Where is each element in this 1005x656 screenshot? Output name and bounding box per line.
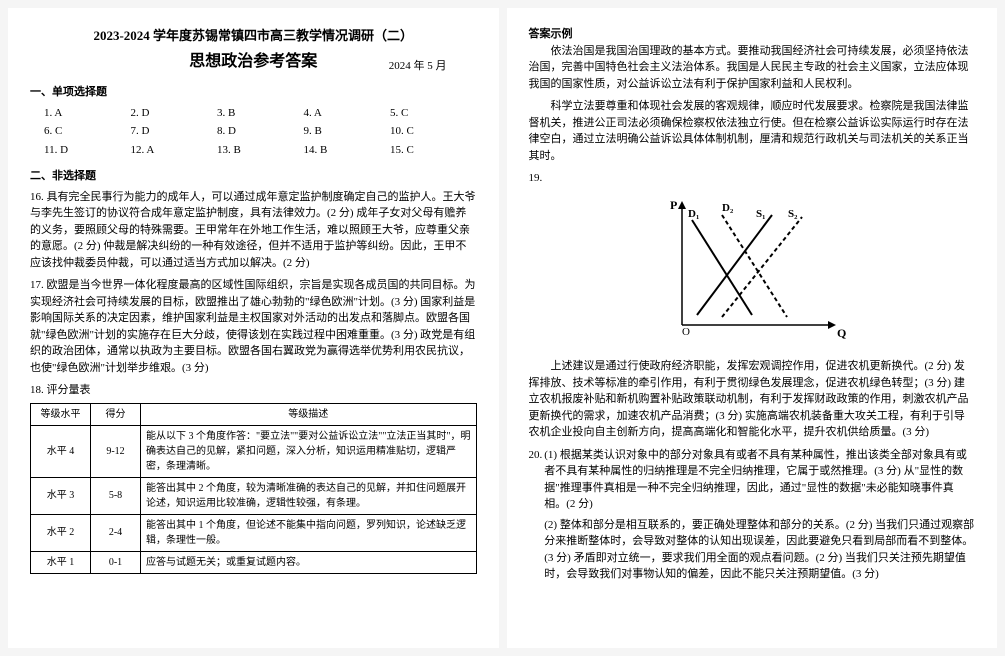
answer-para-1: 依法治国是我国治国理政的基本方式。要推动我国经济社会可持续发展，必须坚持依法治国… <box>529 43 976 93</box>
answer-example-heading: 答案示例 <box>529 26 976 43</box>
rubric-row: 水平 2 2-4 能答出其中 1 个角度，但论述不能集中指向问题，罗列知识，论述… <box>31 514 477 551</box>
mc-cell: 5. C <box>390 105 477 122</box>
rubric-h-score: 得分 <box>91 403 141 425</box>
d2-label: D₂ <box>722 202 734 214</box>
supply-demand-chart: P Q O D₁ D₂ S₁ S₂ <box>529 195 976 351</box>
mc-cell: 8. D <box>217 123 304 140</box>
mc-cell: 15. C <box>390 142 477 159</box>
exam-header: 2023-2024 学年度苏锡常镇四市高三教学情况调研（二） <box>30 26 477 46</box>
mc-answers-grid: 1. A 2. D 3. B 4. A 5. C 6. C 7. D 8. D … <box>44 105 477 159</box>
rubric-h-desc: 等级描述 <box>141 403 477 425</box>
q20: 20. (1) 根据某类认识对象中的部分对象具有或者不具有某种属性，推出该类全部… <box>529 447 976 583</box>
right-page: 答案示例 依法治国是我国治国理政的基本方式。要推动我国经济社会可持续发展，必须坚… <box>507 8 998 648</box>
mc-cell: 11. D <box>44 142 131 159</box>
axis-p-label: P <box>670 198 677 212</box>
mc-cell: 7. D <box>131 123 218 140</box>
d1-label: D₁ <box>688 208 699 220</box>
mc-cell: 9. B <box>304 123 391 140</box>
rubric-row: 水平 4 9-12 能从以下 3 个角度作答："要立法""要对公益诉讼立法""立… <box>31 425 477 477</box>
axis-q-label: Q <box>837 326 846 340</box>
q18-title: 18. 评分量表 <box>30 382 477 399</box>
svg-text:O: O <box>682 326 690 338</box>
mc-cell: 3. B <box>217 105 304 122</box>
q20-part2: (2) 整体和部分是相互联系的，要正确处理整体和部分的关系。(2 分) 当我们只… <box>544 517 975 583</box>
mc-cell: 13. B <box>217 142 304 159</box>
answer-para-2: 科学立法要尊重和体现社会发展的客观规律，顺应时代发展要求。检察院是我国法律监督机… <box>529 98 976 164</box>
mc-cell: 1. A <box>44 105 131 122</box>
s1-label: S₁ <box>756 208 765 220</box>
rubric-row: 水平 3 5-8 能答出其中 2 个角度，较为清晰准确的表达自己的见解，并扣住问… <box>31 477 477 514</box>
s2-label: S₂ <box>788 208 798 220</box>
section-2-heading: 二、非选择题 <box>30 168 477 185</box>
mc-cell: 14. B <box>304 142 391 159</box>
q19-text: 上述建议是通过行使政府经济职能，发挥宏观调控作用，促进农机更新换代。(2 分) … <box>529 358 976 441</box>
q16: 16. 具有完全民事行为能力的成年人，可以通过成年意定监护制度确定自己的监护人。… <box>30 189 477 272</box>
q19-number: 19. <box>529 170 976 187</box>
mc-cell: 12. A <box>131 142 218 159</box>
mc-cell: 2. D <box>131 105 218 122</box>
mc-cell: 4. A <box>304 105 391 122</box>
mc-cell: 6. C <box>44 123 131 140</box>
q17: 17. 欧盟是当今世界一体化程度最高的区域性国际组织，宗旨是实现各成员国的共同目… <box>30 277 477 376</box>
rubric-table: 等级水平 得分 等级描述 水平 4 9-12 能从以下 3 个角度作答："要立法… <box>30 403 477 574</box>
q20-number: 20. <box>529 447 543 583</box>
left-page: 2023-2024 学年度苏锡常镇四市高三教学情况调研（二） 思想政治参考答案 … <box>8 8 499 648</box>
rubric-h-level: 等级水平 <box>31 403 91 425</box>
q20-part1: (1) 根据某类认识对象中的部分对象具有或者不具有某种属性，推出该类全部对象具有… <box>544 447 975 513</box>
rubric-row: 水平 1 0-1 应答与试题无关；或重复试题内容。 <box>31 551 477 573</box>
mc-cell: 10. C <box>390 123 477 140</box>
section-1-heading: 一、单项选择题 <box>30 84 477 101</box>
